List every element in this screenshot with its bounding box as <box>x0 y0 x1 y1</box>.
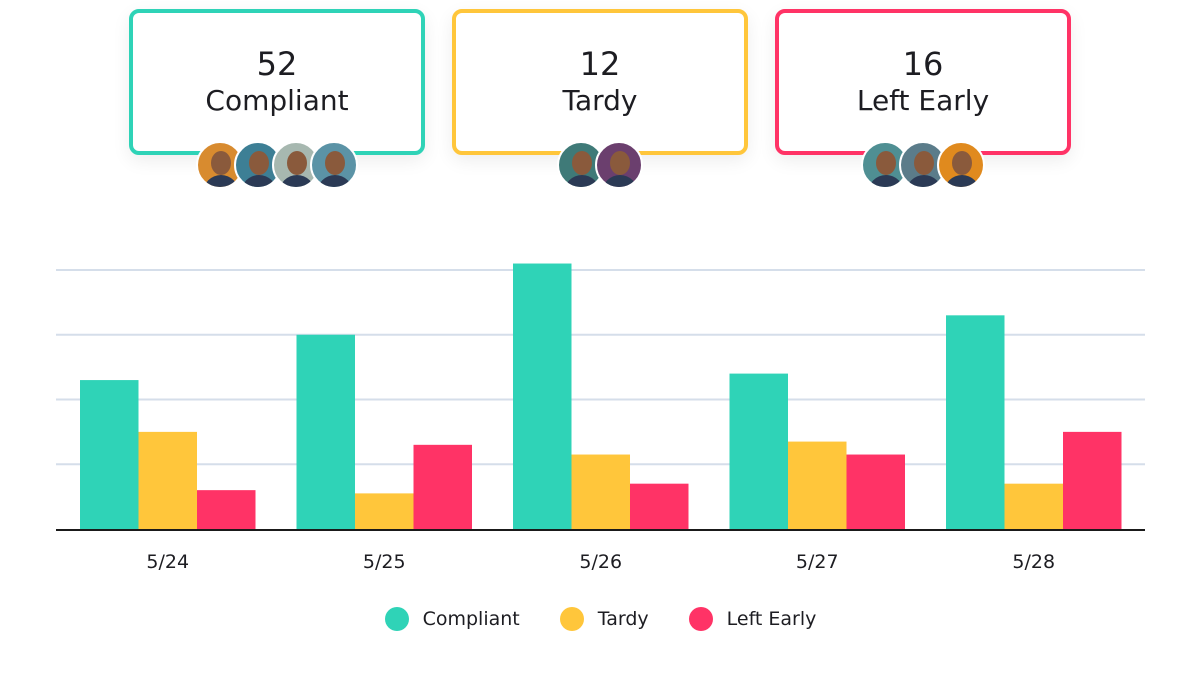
summary-card-compliant: 52 Compliant <box>129 9 425 189</box>
summary-card-tardy: 12 Tardy <box>452 9 748 189</box>
avatar <box>310 141 358 189</box>
x-tick-label: 5/24 <box>146 551 189 573</box>
avatar <box>595 141 643 189</box>
bar-chart: 5/24 5/25 5/26 5/27 5/28 <box>56 263 1145 573</box>
legend-label: Compliant <box>422 608 520 630</box>
x-tick-label: 5/28 <box>1012 551 1055 573</box>
x-tick-label: 5/25 <box>363 551 406 573</box>
legend-item-left-early: Left Early <box>688 607 817 631</box>
avatar <box>272 141 320 189</box>
card-count: 16 <box>902 45 944 83</box>
bar-compliant <box>80 380 139 529</box>
card-count: 12 <box>579 45 621 83</box>
card-label: Compliant <box>205 84 349 117</box>
avatar-group <box>133 141 421 189</box>
legend-label: Left Early <box>726 608 817 630</box>
legend-item-compliant: Compliant <box>384 607 520 631</box>
card-label: Tardy <box>562 84 638 117</box>
legend-item-tardy: Tardy <box>559 607 649 631</box>
bar-tardy <box>571 454 630 529</box>
bar-left-early <box>1063 431 1122 529</box>
legend-swatch-tardy <box>559 607 584 631</box>
bar-left-early <box>413 444 472 529</box>
legend-swatch-left-early <box>688 607 713 631</box>
bar-compliant <box>946 315 1005 529</box>
avatar-group <box>456 141 744 189</box>
bar-tardy <box>1004 483 1063 529</box>
bar-left-early <box>630 483 689 529</box>
bar-compliant <box>296 334 355 529</box>
x-tick-label: 5/26 <box>579 551 622 573</box>
legend-swatch-compliant <box>384 607 409 631</box>
bar-tardy <box>138 431 197 529</box>
legend: Compliant Tardy Left Early <box>0 607 1201 631</box>
x-tick-label: 5/27 <box>796 551 839 573</box>
legend-label: Tardy <box>597 608 649 630</box>
avatar-group <box>779 141 1067 189</box>
bar-compliant <box>513 263 572 529</box>
bar-tardy <box>788 441 847 529</box>
summary-card-left-early: 16 Left Early <box>775 9 1071 189</box>
avatar <box>937 141 985 189</box>
bar-tardy <box>355 493 414 529</box>
avatar <box>861 141 909 189</box>
bar-left-early <box>846 454 905 529</box>
card-label: Left Early <box>856 84 990 117</box>
card-count: 52 <box>256 45 298 83</box>
bar-left-early <box>197 490 256 529</box>
bar-compliant <box>729 373 788 529</box>
